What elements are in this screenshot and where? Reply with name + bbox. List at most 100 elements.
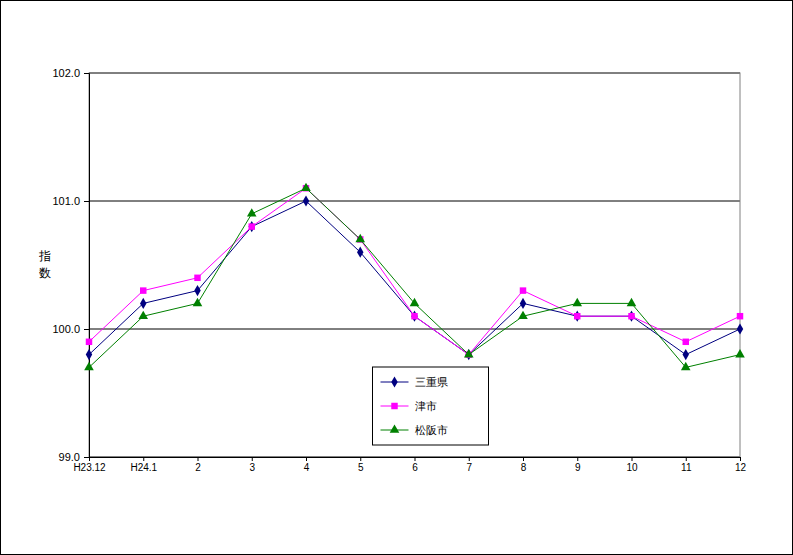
x-tick-label: 10 (626, 462, 638, 473)
series-marker (249, 221, 255, 232)
series-marker (140, 287, 146, 293)
y-tick-mark (84, 201, 89, 202)
x-tick: 8 (521, 457, 527, 473)
x-tick-label: 3 (249, 462, 255, 473)
series-marker (86, 349, 92, 360)
x-tick: 11 (681, 457, 692, 473)
x-tick: 3 (249, 457, 255, 473)
x-tick-label: H23.12 (73, 462, 106, 473)
x-tick-label: 11 (681, 462, 692, 473)
legend-marker (391, 376, 397, 387)
page-border (1, 1, 793, 555)
x-tick-mark (89, 457, 90, 461)
x-tick: 9 (575, 457, 581, 473)
legend-marker (390, 424, 400, 432)
series-marker (683, 349, 689, 360)
series-marker (683, 339, 689, 345)
legend-box (373, 367, 489, 445)
y-tick-label: 102.0 (52, 67, 80, 79)
x-tick: 12 (735, 457, 747, 473)
series-marker (194, 275, 200, 281)
series-marker (411, 313, 417, 319)
series-marker (681, 362, 691, 370)
legend-label: 松阪市 (415, 424, 448, 437)
series-marker (628, 311, 634, 322)
series-line (89, 188, 740, 367)
grid-line (89, 329, 740, 330)
x-tick-mark (632, 457, 633, 461)
series-marker (735, 349, 745, 357)
x-tick-mark (252, 457, 253, 461)
series-marker (410, 298, 420, 306)
series-marker (627, 298, 637, 306)
series-marker (628, 313, 634, 319)
plot: 99.0100.0101.0102.0H23.12H24.12345678910… (52, 67, 746, 473)
series-marker (520, 287, 526, 293)
x-tick-label: 2 (195, 462, 201, 473)
x-tick-label: 5 (358, 462, 364, 473)
y-tick-label: 101.0 (52, 195, 80, 207)
x-tick-label: 8 (521, 462, 527, 473)
x-tick: 6 (412, 457, 418, 473)
series-line (89, 201, 740, 355)
legend-label: 三重県 (415, 376, 448, 389)
x-tick-label: 12 (735, 462, 747, 473)
y-tick: 100.0 (52, 323, 89, 335)
series-marker (303, 195, 309, 206)
y-axis: 99.0100.0101.0102.0 (52, 67, 89, 463)
series-marker (138, 311, 148, 319)
x-tick-mark (306, 457, 307, 461)
x-tick-label: H24.1 (130, 462, 157, 473)
series-marker (520, 298, 526, 309)
x-axis: H23.12 H24.1 2 3 4 5 6 7 8 9 10 11 12 (73, 457, 746, 473)
x-tick-mark (415, 457, 416, 461)
x-axis-line (90, 458, 741, 462)
y-tick-mark (84, 329, 89, 330)
x-tick-mark (740, 457, 741, 461)
x-tick: 2 (195, 457, 201, 473)
series-marker (572, 298, 582, 306)
series-marker (247, 208, 257, 216)
x-tick-mark (143, 457, 144, 461)
x-tick-mark (360, 457, 361, 461)
y-tick: 102.0 (52, 67, 89, 79)
grid (89, 73, 740, 457)
x-tick: 7 (466, 457, 472, 473)
series-line (89, 188, 740, 354)
x-tick-label: 6 (412, 462, 418, 473)
x-tick-label: 4 (304, 462, 310, 473)
series-marker (140, 298, 146, 309)
plot-frame (89, 73, 740, 457)
x-tick-mark (469, 457, 470, 461)
series-marker (574, 313, 580, 319)
x-tick: H23.12 (73, 457, 106, 473)
series-marker (301, 183, 311, 191)
legend-label: 津市 (415, 400, 437, 413)
legend: 三重県津市松阪市 (373, 367, 489, 445)
x-tick-mark (523, 457, 524, 461)
series-marker (574, 311, 580, 322)
x-tick-mark (577, 457, 578, 461)
series-marker (249, 223, 255, 229)
series-marker (355, 234, 365, 242)
x-tick-mark (686, 457, 687, 461)
series-marker (464, 349, 474, 357)
y-axis-line (84, 74, 90, 458)
x-tick-label: 7 (466, 462, 472, 473)
x-tick: H24.1 (130, 457, 157, 473)
series-group (84, 183, 745, 371)
series-marker (357, 247, 363, 258)
series-marker (518, 311, 528, 319)
x-tick-label: 9 (575, 462, 581, 473)
x-tick: 10 (626, 457, 638, 473)
series-marker (86, 339, 92, 345)
y-tick: 101.0 (52, 195, 89, 207)
legend-marker (391, 403, 397, 409)
y-tick-mark (84, 73, 89, 74)
series-marker (737, 323, 743, 334)
series-marker (84, 362, 94, 370)
y-tick-mark (84, 457, 89, 458)
series-marker (193, 298, 203, 306)
plot-background (89, 73, 740, 457)
series-marker (194, 285, 200, 296)
